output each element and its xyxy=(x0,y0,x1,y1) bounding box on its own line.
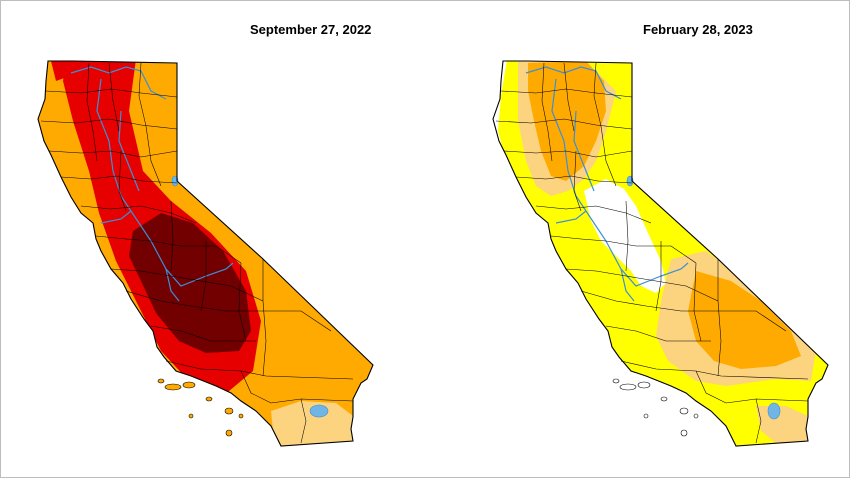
map-panel-feb-2023: February 28, 2023 xyxy=(426,1,850,479)
moderate-drought-area xyxy=(271,401,353,446)
california-drought-map-2023 xyxy=(492,60,829,447)
state-outline xyxy=(492,60,829,447)
state-outline xyxy=(37,60,374,447)
severe-drought-area-north xyxy=(528,61,606,181)
county-boundaries xyxy=(40,62,354,444)
channel-islands xyxy=(612,378,699,437)
severe-drought-area-south xyxy=(688,271,801,369)
no-drought-area-valley xyxy=(584,179,666,293)
extreme-drought-north-tip xyxy=(51,61,69,81)
channel-islands xyxy=(157,378,244,437)
map-date-title: February 28, 2023 xyxy=(643,22,753,37)
lake-icon xyxy=(626,175,781,420)
lake-icon xyxy=(171,175,329,418)
abnormally-dry-area xyxy=(493,61,828,446)
map-panel-sept-2022: September 27, 2022 xyxy=(1,1,426,479)
map-date-title: September 27, 2022 xyxy=(250,22,372,37)
county-boundaries xyxy=(495,62,809,444)
california-drought-map-2022 xyxy=(37,60,374,447)
